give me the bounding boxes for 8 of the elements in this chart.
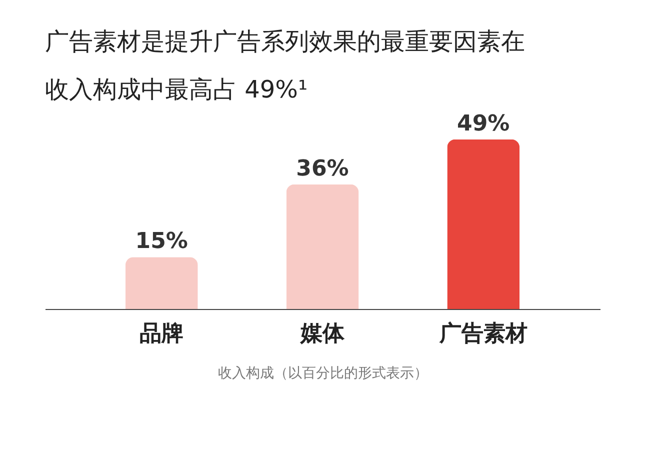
data-label: 36% (296, 156, 349, 182)
data-label: 15% (135, 229, 188, 254)
chart-title: 广告素材是提升广告系列效果的最重要因素在收入构成中最高占 49%¹ (45, 27, 525, 104)
x-axis-title: 收入构成（以百分比的形式表示） (218, 366, 428, 382)
x-tick-label: 媒体 (300, 322, 346, 346)
x-tick-label: 品牌 (140, 322, 184, 346)
data-label: 49% (457, 111, 510, 136)
x-tick-label: 广告素材 (438, 320, 528, 346)
